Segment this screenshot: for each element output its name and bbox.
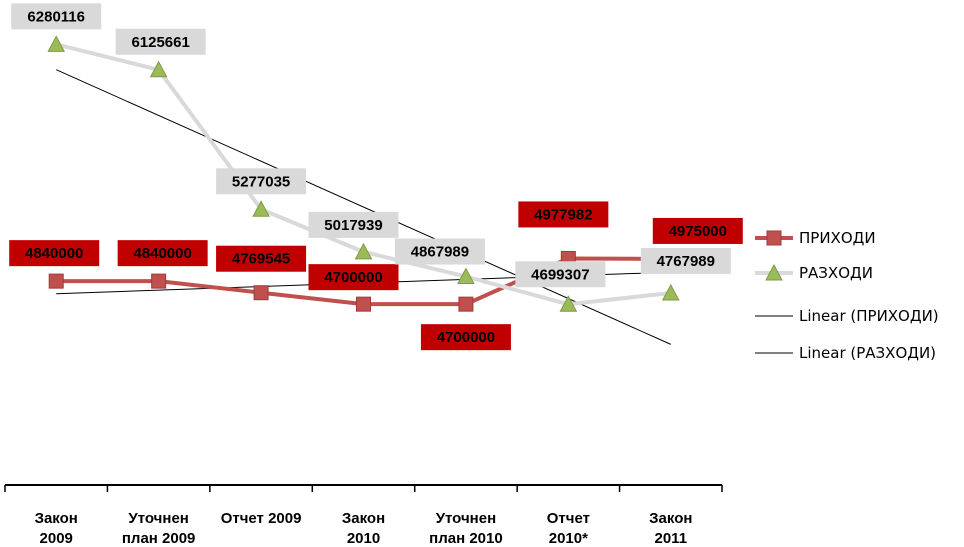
data-label-text: 4867989 [411, 244, 469, 261]
data-point-prihodi [151, 273, 167, 289]
data-label-razhodi: 4699307 [515, 261, 606, 288]
data-label-razhodi: 4867989 [394, 238, 485, 265]
x-tick-label-line: Закон [35, 510, 78, 527]
legend-label: Linear (РАЗХОДИ) [799, 344, 936, 362]
data-label-bg [216, 168, 307, 195]
data-point-razhodi [457, 267, 475, 285]
data-point-razhodi [354, 242, 373, 260]
data-label-bg [115, 28, 206, 55]
data-label-prihodi: 4840000 [9, 240, 100, 267]
x-tick-label-line: план 2009 [122, 530, 196, 547]
x-tick-label-line: Уточнен [128, 510, 188, 527]
data-label-text: 4769545 [232, 251, 290, 268]
data-label-bg [308, 264, 399, 291]
x-tick-label: Закон 2011 [649, 510, 692, 547]
data-point-prihodi [48, 273, 64, 289]
data-label-razhodi: 6125661 [115, 28, 206, 55]
x-tick-label-line: Закон [649, 510, 692, 527]
x-tick-label-line: 2010* [549, 530, 588, 547]
legend: ПРИХОДИ РАЗХОДИ Linear (ПРИХОДИ) Linear (РА… [755, 229, 939, 362]
data-label-bg [518, 201, 609, 228]
data-label-text: 4840000 [25, 245, 83, 262]
legend-label: РАЗХОДИ [799, 264, 873, 282]
data-label-prihodi: 4840000 [117, 240, 208, 267]
data-label-text: 6125661 [131, 34, 189, 51]
legend-item-trend-prihodi: Linear (ПРИХОДИ) [755, 307, 939, 325]
legend-item-prihodi: ПРИХОДИ [755, 229, 876, 247]
x-tick-label-line: 2009 [40, 530, 73, 547]
data-label-text: 6280116 [27, 8, 85, 25]
data-label-bg [640, 247, 731, 274]
data-label-bg [394, 238, 485, 265]
data-point-prihodi [253, 285, 269, 301]
x-tick-label: Уточнен план 2010 [429, 510, 503, 547]
x-tick-label: Отчет 2010* [547, 510, 590, 547]
data-label-text: 5017939 [324, 217, 382, 234]
data-label-bg [216, 245, 307, 272]
x-tick-label-line: план 2010 [429, 530, 503, 547]
data-point-razhodi [47, 35, 66, 52]
x-tick-label-line: Уточнен [436, 510, 496, 527]
legend-label: ПРИХОДИ [799, 229, 876, 247]
data-label-bg [420, 324, 511, 351]
x-tick-label: Закон 2009 [35, 510, 78, 547]
data-labels: 4840000 4840000 4769545 4700000 4700000 49779… [9, 3, 743, 351]
x-tick-label-line: Отчет [547, 510, 590, 527]
data-label-text: 4700000 [324, 269, 382, 286]
x-tick-label: Отчет 2009 [221, 510, 302, 527]
data-label-text: 4975000 [669, 223, 727, 240]
data-label-bg [308, 211, 399, 238]
data-label-bg [117, 240, 208, 267]
legend-item-trend-razhodi: Linear (РАЗХОДИ) [755, 344, 936, 362]
data-point-prihodi [356, 296, 371, 312]
x-tick-label: Закон 2010 [342, 510, 385, 547]
data-label-razhodi: 5017939 [308, 211, 399, 238]
data-label-prihodi: 4700000 [308, 264, 399, 291]
data-label-prihodi: 4769545 [216, 245, 307, 272]
data-point-razhodi [559, 295, 578, 312]
data-label-text: 4700000 [437, 329, 495, 346]
x-tick-label: Уточнен план 2009 [122, 510, 196, 547]
data-label-bg [9, 240, 100, 267]
data-label-text: 4840000 [133, 245, 191, 262]
data-point-razhodi [252, 200, 270, 217]
x-tick-label-line: Закон [342, 510, 385, 527]
data-label-prihodi: 4975000 [652, 217, 743, 244]
legend-item-razhodi: РАЗХОДИ [755, 263, 873, 282]
data-label-bg [515, 261, 606, 288]
data-label-bg [652, 217, 743, 244]
legend-label: Linear (ПРИХОДИ) [799, 307, 939, 325]
data-point-razhodi [661, 283, 680, 301]
data-label-razhodi: 6280116 [11, 3, 102, 30]
x-tick-label-line: 2010 [347, 530, 380, 547]
data-label-text: 4977982 [534, 206, 592, 223]
data-label-prihodi: 4977982 [518, 201, 609, 228]
data-label-prihodi: 4700000 [420, 324, 511, 351]
x-axis: Закон 2009 Уточнен план 2009 Отчет 2009 Закон… [4, 484, 723, 547]
data-label-text: 4699307 [531, 266, 589, 283]
x-tick-label-line: 2011 [655, 530, 688, 547]
data-point-razhodi [149, 60, 168, 78]
legend-swatch-marker [766, 230, 782, 246]
data-label-bg [11, 3, 102, 30]
data-label-razhodi: 5277035 [216, 168, 307, 195]
legend-swatch-marker [765, 263, 783, 281]
series-markers [47, 35, 680, 312]
x-tick-label-line: Отчет 2009 [221, 510, 302, 527]
data-label-text: 4767989 [657, 253, 715, 270]
data-point-prihodi [458, 296, 474, 312]
data-label-text: 5277035 [232, 173, 290, 190]
data-label-razhodi: 4767989 [640, 247, 731, 274]
